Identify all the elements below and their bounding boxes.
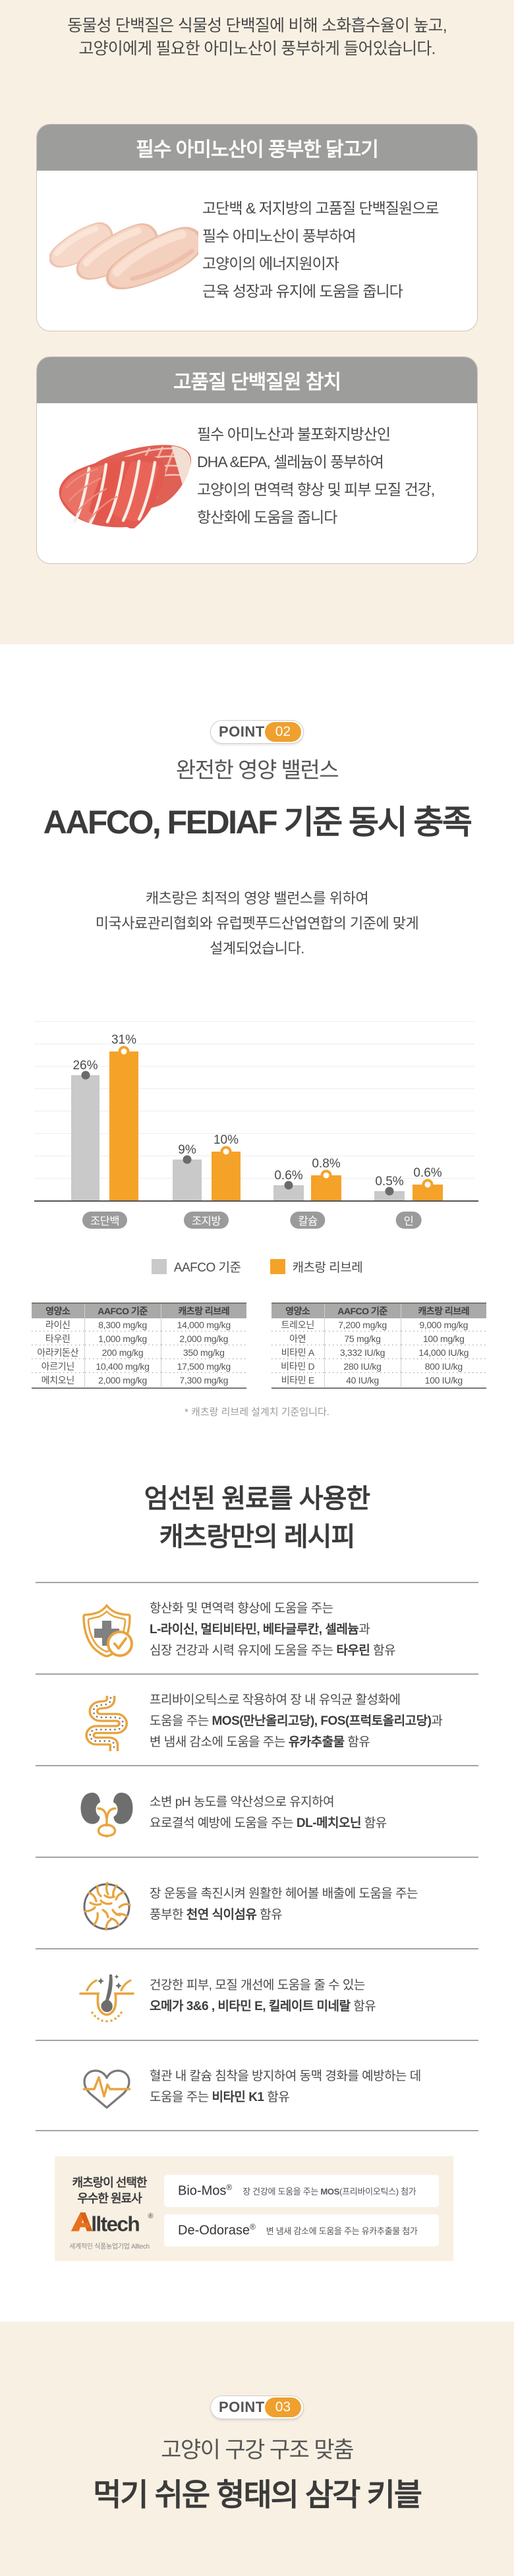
svg-text:lltech: lltech — [91, 2212, 139, 2234]
svg-text:®: ® — [148, 2212, 153, 2220]
